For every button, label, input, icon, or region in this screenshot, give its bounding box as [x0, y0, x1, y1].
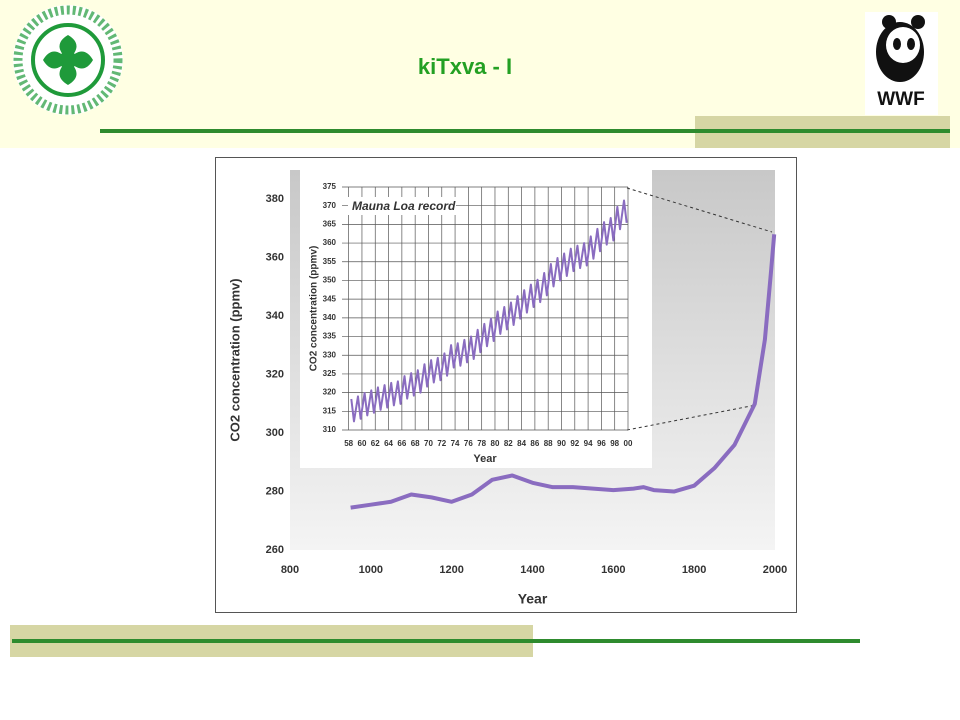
y-tick-label: 330	[323, 350, 337, 359]
data-line	[350, 199, 628, 423]
x-axis-label: Year	[473, 453, 497, 465]
x-tick-label: 92	[570, 439, 579, 448]
y-tick-label: 380	[266, 193, 284, 205]
y-tick-label: 365	[323, 219, 337, 228]
y-tick-label: 260	[266, 544, 284, 556]
x-tick-label: 1800	[682, 564, 706, 576]
x-tick-label: 62	[371, 439, 380, 448]
x-tick-label: 88	[544, 439, 553, 448]
y-tick-label: 280	[266, 485, 284, 497]
zoom-line	[626, 187, 773, 233]
y-tick-label: 320	[266, 369, 284, 381]
y-tick-label: 335	[323, 332, 337, 341]
data-line	[350, 234, 777, 510]
x-tick-label: 90	[557, 439, 566, 448]
x-tick-label: 84	[517, 439, 526, 448]
x-tick-label: 1600	[601, 564, 625, 576]
y-tick-label: 325	[323, 369, 337, 378]
slide-title: kiTxva - I	[418, 54, 512, 79]
y-tick-label: 355	[323, 257, 337, 266]
y-axis-label: CO2 concentration (ppmv)	[309, 246, 320, 372]
x-tick-label: 1400	[520, 564, 544, 576]
x-tick-label: 64	[384, 439, 393, 448]
y-tick-label: 375	[323, 182, 337, 191]
x-tick-label: 98	[610, 439, 619, 448]
x-tick-label: 800	[281, 564, 299, 576]
inset-title: Mauna Loa record	[352, 199, 456, 213]
x-tick-label: 70	[424, 439, 433, 448]
y-tick-label: 350	[323, 276, 337, 285]
y-tick-label: 320	[323, 388, 337, 397]
wwf-logo: WWF	[865, 12, 938, 115]
x-tick-label: 68	[411, 439, 420, 448]
y-tick-label: 370	[323, 201, 337, 210]
y-tick-label: 340	[323, 313, 337, 322]
y-tick-label: 360	[323, 238, 337, 247]
x-tick-label: 66	[397, 439, 406, 448]
y-tick-label: 340	[266, 310, 284, 322]
zoom-line	[626, 404, 757, 431]
y-axis-label: CO2 concentration (ppmv)	[227, 278, 242, 441]
x-tick-label: 74	[451, 439, 460, 448]
x-tick-label: 76	[464, 439, 473, 448]
logo-text: WWF	[877, 89, 924, 110]
inset-box	[300, 170, 652, 468]
inset-title-bg	[348, 197, 456, 215]
x-tick-label: 86	[530, 439, 539, 448]
x-tick-label: 1000	[359, 564, 383, 576]
left-logo	[13, 5, 123, 115]
y-tick-label: 360	[266, 252, 284, 264]
x-tick-label: 94	[584, 439, 593, 448]
x-tick-label: 60	[358, 439, 367, 448]
x-tick-label: 58	[344, 439, 353, 448]
x-tick-label: 00	[624, 439, 633, 448]
x-tick-label: 78	[477, 439, 486, 448]
y-tick-label: 300	[266, 427, 284, 439]
x-tick-label: 96	[597, 439, 606, 448]
x-axis-label: Year	[518, 591, 548, 607]
x-tick-label: 2000	[763, 564, 787, 576]
y-tick-label: 315	[323, 406, 337, 415]
x-tick-label: 80	[491, 439, 500, 448]
y-tick-label: 345	[323, 294, 337, 303]
x-tick-label: 72	[437, 439, 446, 448]
x-tick-label: 82	[504, 439, 513, 448]
x-tick-label: 1200	[439, 564, 463, 576]
y-tick-label: 310	[323, 425, 337, 434]
